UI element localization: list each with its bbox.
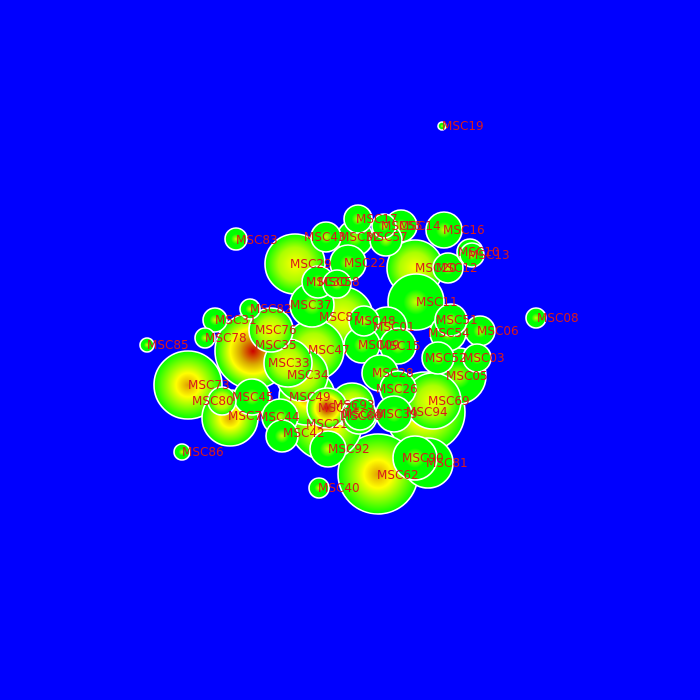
- bubble-label-msc15: MSC15: [379, 339, 421, 353]
- bubble-msc90: [392, 435, 438, 481]
- bubble-label-msc09: MSC09: [358, 338, 400, 352]
- bubble-label-msc94: MSC94: [406, 405, 448, 419]
- bubble-msc17: [343, 204, 373, 234]
- bubble-msc19: [437, 121, 447, 131]
- bubble-msc31: [202, 307, 228, 333]
- bubble-label-msc35: MSC35: [255, 338, 297, 352]
- bubble-msc76: [248, 307, 294, 353]
- bubble-msc83: [224, 227, 248, 251]
- bubble-label-msc30: MSC30: [306, 275, 348, 289]
- bubble-label-msc37: MSC37: [290, 298, 332, 312]
- bubble-label-msc31: MSC31: [215, 313, 257, 327]
- bubble-label-msc14: MSC14: [399, 219, 441, 233]
- bubble-label-msc85: MSC85: [147, 338, 189, 352]
- bubble-label-msc82: MSC82: [250, 302, 292, 316]
- bubble-label-msc08: MSC08: [537, 311, 579, 325]
- bubble-label-msc57: MSC57: [366, 230, 408, 244]
- bubble-label-msc21: MSC21: [306, 417, 348, 431]
- bubble-label-msc87: MSC87: [319, 310, 361, 324]
- bubble-label-msc71: MSC71: [318, 401, 360, 415]
- bubble-label-msc49: MSC49: [289, 390, 331, 404]
- bubble-label-msc69: MSC69: [428, 394, 470, 408]
- bubble-label-msc05: MSC05: [446, 369, 488, 383]
- bubble-label-msc42: MSC42: [283, 426, 325, 440]
- bubble-label-msc81: MSC81: [426, 456, 468, 470]
- bubble-label-msc40: MSC40: [318, 481, 360, 495]
- bubble-msc51: [434, 303, 468, 337]
- bubble-msc42: [265, 419, 299, 453]
- bubble-msc08: [525, 307, 547, 329]
- bubble-label-msc22: MSC22: [344, 256, 386, 270]
- bubble-layer: [139, 121, 547, 515]
- bubble-msc48: [348, 305, 380, 337]
- bubble-label-msc92: MSC92: [328, 442, 370, 456]
- bubble-msc43: [310, 221, 342, 253]
- bubble-label-msc20: MSC20: [415, 261, 457, 275]
- bubble-msc13: [459, 242, 485, 268]
- bubble-label-msc88: MSC88: [342, 407, 384, 421]
- bubble-label-msc19: MSC19: [442, 119, 484, 133]
- bubble-label-msc16: MSC16: [443, 223, 485, 237]
- bubble-msc15: [379, 327, 417, 365]
- bubble-msc86: [173, 443, 191, 461]
- bubble-label-msc13: MSC13: [468, 248, 510, 262]
- bubble-label-msc29: MSC29: [290, 257, 332, 271]
- bubble-msc88: [343, 397, 377, 431]
- bubble-msc58: [322, 269, 352, 299]
- label-layer: MSC19 MSC83 MSC85 MSC08 MSC86 MSC40 MSC17MSC55…: [147, 119, 579, 495]
- bubble-label-msc28: MSC28: [372, 366, 414, 380]
- bubble-label-msc10: MSC10: [458, 245, 500, 259]
- bubble-label-msc58: MSC58: [318, 275, 360, 289]
- bubble-label-msc52: MSC52: [425, 351, 467, 365]
- bubble-msc92: [309, 430, 347, 468]
- bubble-label-msc73: MSC73: [188, 378, 230, 392]
- bubble-label-msc78: MSC78: [205, 331, 247, 345]
- bubble-msc12: [432, 252, 464, 284]
- bubble-msc78: [194, 327, 216, 349]
- bubble-label-msc62: MSC62: [377, 468, 419, 482]
- bubble-label-msc93: MSC93: [333, 398, 375, 412]
- bubble-label-msc44: MSC44: [258, 410, 300, 424]
- bubble-label-msc66: MSC66: [340, 409, 382, 423]
- bubble-label-msc51: MSC51: [436, 313, 478, 327]
- bubble-label-msc43: MSC43: [304, 230, 346, 244]
- bubble-label-msc76: MSC76: [255, 323, 297, 337]
- bubble-label-msc45: MSC45: [232, 390, 274, 404]
- bubble-label-msc26: MSC26: [376, 382, 418, 396]
- bubble-msc80: [207, 386, 237, 416]
- bubble-label-msc06: MSC06: [477, 324, 519, 338]
- bubble-msc55: [371, 213, 397, 239]
- bubble-label-msc7x: MSC7: [228, 409, 262, 423]
- bubble-label-msc12: MSC12: [436, 261, 478, 275]
- bubble-label-msc03: MSC03: [463, 351, 505, 365]
- bubble-label-msc54: MSC54: [428, 326, 470, 340]
- bubble-label-msc47: MSC47: [308, 343, 350, 357]
- bubble-msc82: [239, 298, 261, 320]
- bubble-label-msc39: MSC39: [376, 407, 418, 421]
- bubble-label-msc01: MSC01: [373, 320, 415, 334]
- bubble-label-msc55: MSC55: [381, 219, 423, 233]
- bubble-msc85: [139, 337, 155, 353]
- bubble-label-msc34: MSC34: [287, 368, 329, 382]
- bubble-label-msc86: MSC86: [182, 445, 224, 459]
- bubble-label-msc32: MSC32: [339, 230, 381, 244]
- bubble-label-msc90: MSC90: [402, 451, 444, 465]
- bubble-label-msc17: MSC17: [356, 212, 398, 226]
- bubble-label-msc33: MSC33: [268, 356, 310, 370]
- bubble-label-msc11: MSC11: [416, 295, 458, 309]
- bubble-msc52: [421, 341, 455, 375]
- bubble-msc03: [462, 343, 492, 373]
- bubble-label-msc80: MSC80: [192, 394, 234, 408]
- bubble-msc40: [308, 477, 330, 499]
- bubble-msc16: [425, 211, 463, 249]
- bubble-msc73: [153, 350, 223, 420]
- bubble-label-msc48: MSC48: [354, 314, 396, 328]
- bubble-label-msc83: MSC83: [236, 233, 278, 247]
